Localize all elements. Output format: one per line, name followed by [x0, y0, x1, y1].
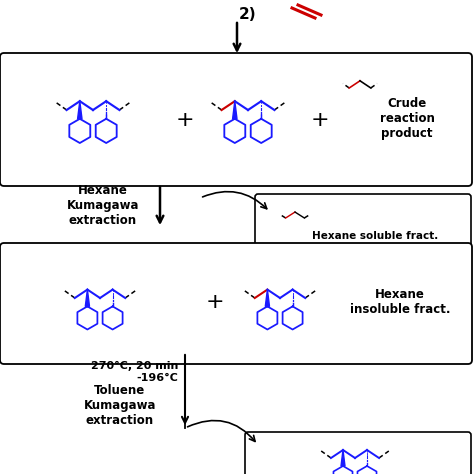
Text: 270°C, 20 min
-196°C: 270°C, 20 min -196°C [91, 361, 178, 383]
Text: +: + [310, 110, 329, 130]
FancyBboxPatch shape [245, 432, 471, 474]
Text: Hexane soluble fract.: Hexane soluble fract. [312, 231, 438, 241]
Text: Hexane
insoluble fract.: Hexane insoluble fract. [350, 288, 450, 316]
Text: +: + [176, 110, 194, 130]
FancyBboxPatch shape [0, 53, 472, 186]
Polygon shape [233, 101, 237, 119]
Text: 2): 2) [239, 7, 257, 21]
FancyBboxPatch shape [0, 243, 472, 364]
Text: +: + [206, 292, 224, 312]
Text: Toluene
Kumagawa
extraction: Toluene Kumagawa extraction [84, 383, 156, 427]
Polygon shape [78, 101, 82, 119]
FancyBboxPatch shape [255, 194, 471, 247]
Polygon shape [341, 450, 345, 466]
Text: Crude
reaction
product: Crude reaction product [380, 97, 435, 139]
Polygon shape [85, 290, 90, 306]
Text: Hexane
Kumagawa
extraction: Hexane Kumagawa extraction [67, 183, 139, 227]
Polygon shape [265, 290, 270, 306]
